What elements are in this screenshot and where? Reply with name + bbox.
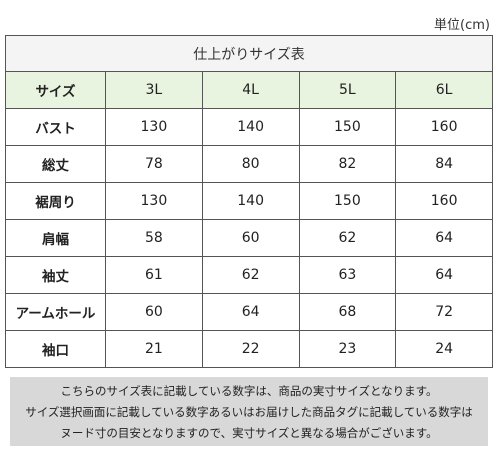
note-line: サイズ選択画面に記載している数字あるいはお届けした商品タグに記載している数字は bbox=[25, 405, 473, 419]
table-cell: 82 bbox=[298, 145, 397, 183]
table-cell: 60 bbox=[105, 293, 203, 331]
header-cell-3l: 3L bbox=[105, 71, 203, 109]
row-label: 袖丈 bbox=[5, 256, 106, 294]
table-row: 袖口 21 22 23 24 bbox=[5, 330, 493, 368]
table-cell: 22 bbox=[201, 330, 300, 368]
table-caption: 仕上がりサイズ表 bbox=[5, 35, 493, 72]
table-cell: 68 bbox=[298, 293, 397, 331]
table-cell: 160 bbox=[395, 108, 493, 146]
table-row: 袖丈 61 62 63 64 bbox=[5, 256, 493, 294]
table-cell: 130 bbox=[105, 108, 203, 146]
table-row: アームホール 60 64 68 72 bbox=[5, 293, 493, 331]
table-cell: 160 bbox=[395, 182, 493, 220]
table-cell: 21 bbox=[105, 330, 203, 368]
table-row: 肩幅 58 60 62 64 bbox=[5, 219, 493, 257]
table-cell: 72 bbox=[395, 293, 493, 331]
note-line: ヌード寸の目安となりますので、実寸サイズと異なる場合がございます。 bbox=[60, 426, 438, 440]
table-cell: 130 bbox=[105, 182, 203, 220]
table-cell: 62 bbox=[298, 219, 397, 257]
table-row: 総丈 78 80 82 84 bbox=[5, 145, 493, 183]
row-label: 裾周り bbox=[5, 182, 106, 220]
caption-row: 仕上がりサイズ表 bbox=[5, 35, 493, 72]
unit-label: 単位(cm) bbox=[434, 18, 490, 33]
table-cell: 84 bbox=[395, 145, 493, 183]
table-cell: 60 bbox=[201, 219, 300, 257]
disclaimer-note: こちらのサイズ表に記載している数字は、商品の実寸サイズとなります。 サイズ選択画… bbox=[10, 377, 488, 446]
row-label: 肩幅 bbox=[5, 219, 106, 257]
header-cell-4l: 4L bbox=[201, 71, 300, 109]
header-cell-5l: 5L bbox=[298, 71, 397, 109]
table-cell: 78 bbox=[105, 145, 203, 183]
note-line: こちらのサイズ表に記載している数字は、商品の実寸サイズとなります。 bbox=[60, 384, 438, 398]
row-label: 総丈 bbox=[5, 145, 106, 183]
table-cell: 80 bbox=[201, 145, 300, 183]
table-cell: 140 bbox=[201, 108, 300, 146]
table-cell: 63 bbox=[298, 256, 397, 294]
header-cell-6l: 6L bbox=[395, 71, 493, 109]
table-cell: 64 bbox=[395, 219, 493, 257]
table-cell: 140 bbox=[201, 182, 300, 220]
table-row: バスト 130 140 150 160 bbox=[5, 108, 493, 146]
header-cell-size: サイズ bbox=[5, 71, 106, 109]
row-label: 袖口 bbox=[5, 330, 106, 368]
table-cell: 150 bbox=[298, 108, 397, 146]
table-cell: 24 bbox=[395, 330, 493, 368]
table-cell: 58 bbox=[105, 219, 203, 257]
row-label: バスト bbox=[5, 108, 106, 146]
table-row: 裾周り 130 140 150 160 bbox=[5, 182, 493, 220]
header-row: サイズ 3L 4L 5L 6L bbox=[5, 71, 493, 109]
table-cell: 62 bbox=[201, 256, 300, 294]
table-cell: 150 bbox=[298, 182, 397, 220]
size-table: 仕上がりサイズ表 サイズ 3L 4L 5L 6L バスト 130 140 150… bbox=[5, 35, 493, 368]
table-cell: 61 bbox=[105, 256, 203, 294]
table-cell: 64 bbox=[201, 293, 300, 331]
row-label: アームホール bbox=[5, 293, 106, 331]
table-cell: 23 bbox=[298, 330, 397, 368]
table-cell: 64 bbox=[395, 256, 493, 294]
